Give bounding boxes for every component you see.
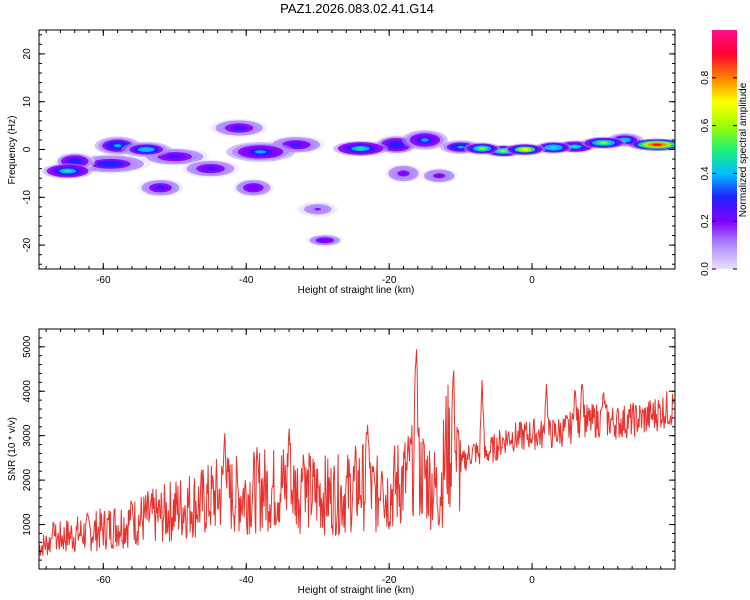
spectrogram-blob	[400, 171, 407, 175]
spectrogram-blob	[63, 169, 72, 173]
spectrogram-blob	[249, 186, 257, 190]
snr-y-tick-label: 1000	[22, 513, 33, 536]
colorbar-ticks: 0.0 0.2 0.4 0.6 0.8	[700, 70, 737, 276]
snr-plot-frame	[38, 328, 676, 570]
spectrogram-y-tick-label: 20	[22, 48, 33, 60]
snr-x-tick-label: 0	[529, 575, 535, 586]
spectrogram-blob	[479, 147, 486, 150]
spectrogram-blob	[421, 138, 429, 142]
spectrogram-blob	[169, 155, 181, 159]
spectrogram-blob	[314, 207, 322, 211]
spectrogram-blob	[291, 143, 302, 147]
colorbar-tick-label: 0.0	[700, 262, 711, 276]
spectrogram-y-tick-label: 0	[22, 146, 33, 152]
spectrogram-x-tick-label: -40	[239, 275, 254, 286]
colorbar-gradient	[712, 30, 737, 269]
snr-x-tick-label: -60	[96, 575, 111, 586]
spectrogram-heatmap	[42, 118, 675, 247]
colorbar-tick-label: 0.2	[700, 214, 711, 228]
spectrogram-x-tick-label: -60	[96, 275, 111, 286]
snr-y-tick-label: 4000	[22, 380, 33, 403]
spectrogram-axes: -60 -40 -20 0 -20 -10 0 10 20	[22, 30, 676, 286]
spectrogram-blob	[652, 143, 662, 146]
snr-y-tick-label: 3000	[22, 424, 33, 447]
colorbar-tick-label: 0.6	[700, 118, 711, 132]
spectrogram-blob	[113, 144, 122, 148]
spectrogram-blob	[234, 126, 244, 130]
chart-title: PAZ1.2026.083.02.41.G14	[280, 1, 434, 16]
snr-y-axis-label: SNR (10 * v/v)	[7, 417, 18, 481]
spectrogram-blob	[550, 146, 557, 149]
snr-series-line	[39, 349, 675, 557]
spectrogram-x-tick-label: -20	[382, 275, 397, 286]
spectrogram-blob	[321, 239, 328, 242]
spectrogram-y-axis-label: Frequency (Hz)	[7, 116, 18, 185]
snr-x-tick-label: -20	[382, 575, 397, 586]
spectrogram-blob	[205, 167, 216, 171]
colorbar-label: Normalized spectral amplitude	[738, 82, 749, 217]
snr-plot-area	[39, 349, 675, 557]
spectrogram-blob	[599, 141, 608, 145]
spectrogram-blob	[156, 186, 165, 190]
spectrogram-y-tick-label: 10	[22, 96, 33, 108]
snr-axes: -60 -40 -20 0 1000 2000 3000 4000 5000	[22, 328, 676, 586]
spectrogram-blob	[392, 143, 401, 147]
spectrogram-blob	[254, 150, 267, 154]
snr-y-tick-label: 2000	[22, 469, 33, 492]
colorbar-tick-label: 0.8	[700, 70, 711, 84]
spectrogram-blob	[141, 148, 151, 151]
spectrogram-y-tick-label: -20	[22, 237, 33, 252]
spectrogram-blob	[71, 159, 79, 163]
colorbar-tick-label: 0.4	[700, 166, 711, 180]
spectrogram-blob	[355, 147, 366, 150]
spectrogram-blob	[436, 174, 443, 178]
spectrogram-blob	[521, 148, 529, 151]
snr-y-tick-label: 5000	[22, 335, 33, 358]
spectrogram-x-tick-label: 0	[529, 275, 535, 286]
spectrogram-y-tick-label: -10	[22, 190, 33, 205]
spectrogram-blob	[457, 145, 465, 149]
spectrogram-blob	[103, 162, 118, 166]
snr-x-axis-label: Height of straight line (km)	[298, 585, 415, 596]
spectrogram-x-axis-label: Height of straight line (km)	[298, 285, 415, 296]
spectrogram-blob	[571, 145, 579, 148]
snr-x-tick-label: -40	[239, 575, 254, 586]
